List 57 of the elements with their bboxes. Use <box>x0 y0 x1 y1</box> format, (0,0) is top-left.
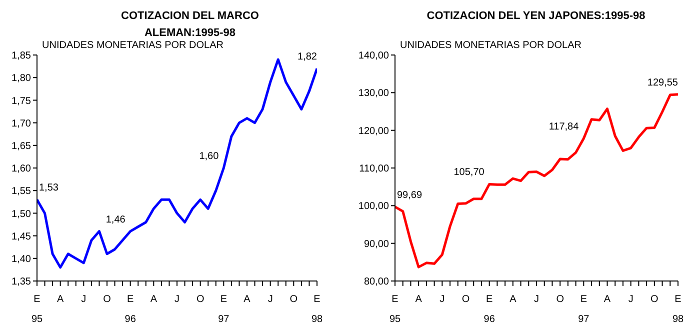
x-tick-label: A <box>604 294 611 305</box>
x-tick-label: E 98 <box>672 294 684 325</box>
x-tick-label: J <box>628 294 634 305</box>
x-tick-label: O <box>556 294 564 305</box>
x-tick-label: J <box>440 294 445 305</box>
x-tick-label: O <box>103 294 112 305</box>
x-tick-label: J <box>268 294 273 305</box>
data-label: 1,60 <box>199 151 220 162</box>
y-axis-title: UNIDADES MONETARIAS POR DOLAR <box>400 40 582 51</box>
data-label: 1,82 <box>298 52 318 63</box>
y-tick-label: 1,85 <box>12 50 32 62</box>
x-tick-label: E 96 <box>124 294 136 325</box>
data-label: 117,84 <box>548 121 580 132</box>
y-axis-title: UNIDADES MONETARIAS POR DOLAR <box>42 40 224 51</box>
x-tick-label: O <box>650 294 659 305</box>
y-tick-label: 1,70 <box>12 118 32 130</box>
y-tick-label: 80,00 <box>364 276 390 288</box>
x-tick-label: E 97 <box>578 294 590 325</box>
y-tick-label: 1,45 <box>12 231 32 242</box>
y-tick-label: 130,00 <box>358 88 390 100</box>
y-tick-label: 1,80 <box>12 73 32 84</box>
y-tick-label: 1,75 <box>12 96 32 107</box>
y-tick-label: 100,00 <box>358 201 390 212</box>
x-tick-label: A <box>415 294 422 305</box>
data-label: 105,70 <box>454 167 485 178</box>
x-tick-label: E 97 <box>218 294 230 325</box>
x-tick-label: E 98 <box>311 294 323 325</box>
y-tick-label: 1,50 <box>12 208 32 220</box>
x-tick-label: E 95 <box>31 294 43 325</box>
data-label: 1,53 <box>39 182 59 194</box>
x-tick-label: J <box>174 294 180 305</box>
line-series <box>395 93 678 268</box>
x-tick-label: A <box>56 294 64 305</box>
y-tick-label: 1,35 <box>12 276 32 288</box>
y-tick-label: 1,55 <box>12 186 32 198</box>
x-tick-label: E 96 <box>484 294 496 325</box>
chart-title: COTIZACION DEL YEN JAPONES:1995-98 <box>426 9 646 24</box>
x-tick-label: J <box>81 294 86 305</box>
x-tick-label: E 95 <box>389 294 401 325</box>
x-tick-label: O <box>196 294 204 305</box>
x-tick-label: A <box>244 294 251 305</box>
y-tick-label: 140,00 <box>358 50 390 62</box>
data-label: 99,69 <box>397 190 422 201</box>
y-tick-label: 120,00 <box>358 126 390 137</box>
y-tick-label: 1,40 <box>12 254 32 265</box>
y-tick-label: 90,00 <box>364 238 390 250</box>
y-tick-label: 1,65 <box>12 140 32 152</box>
data-label: 129,55 <box>647 77 678 88</box>
x-tick-label: O <box>290 294 298 305</box>
x-tick-label: A <box>510 294 517 305</box>
x-tick-label: O <box>462 294 470 305</box>
x-tick-label: A <box>150 294 158 305</box>
y-tick-label: 110,00 <box>359 164 390 175</box>
x-tick-label: J <box>534 294 539 305</box>
chart-title: COTIZACION DEL MARCO ALEMAN:1995-98 <box>121 10 259 39</box>
y-tick-label: 1,60 <box>12 164 32 175</box>
data-label: 1,46 <box>106 214 126 226</box>
